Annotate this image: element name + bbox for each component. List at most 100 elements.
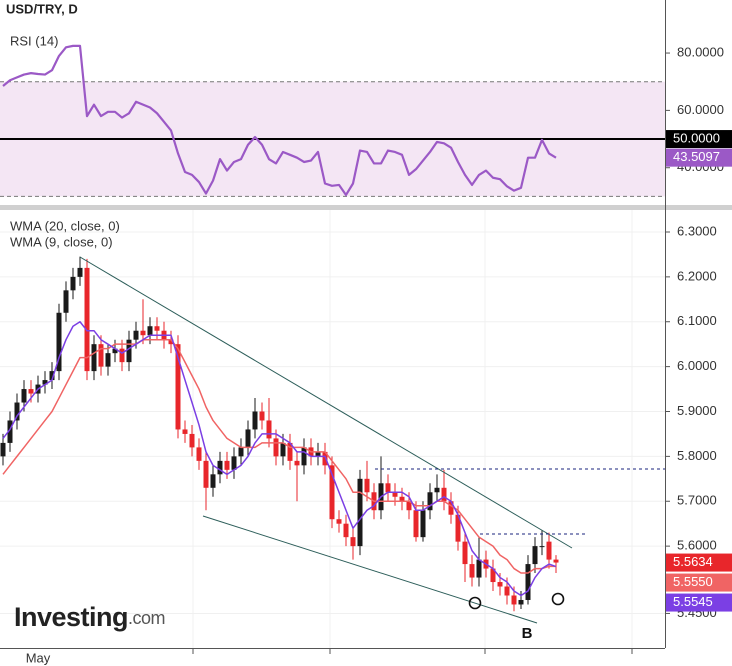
candle-body <box>112 348 118 354</box>
marks: 80.000060.000040.000050.000043.50976.300… <box>0 44 732 665</box>
y-tick-label: 5.6000 <box>677 538 717 553</box>
drawings: B <box>79 256 665 642</box>
logo-brand: Investing.com <box>14 602 165 632</box>
layout <box>192 210 633 648</box>
trend-line <box>79 256 573 549</box>
y-tick-label: 6.2000 <box>677 268 717 283</box>
candle-body <box>140 330 146 336</box>
candle-body <box>7 420 13 443</box>
candle-body <box>329 465 335 520</box>
candle-body <box>280 442 286 457</box>
candle-body <box>259 411 265 421</box>
candle-body <box>210 474 216 488</box>
value-tag-label: 5.5545 <box>673 594 713 609</box>
legend-entry: RSI (14) <box>10 33 58 48</box>
y-tick-label: 5.9000 <box>677 403 717 418</box>
value-tag-label: 43.5097 <box>673 149 720 164</box>
candle-body <box>14 402 20 421</box>
candle-body <box>553 559 559 563</box>
rsi-line <box>2 44 557 197</box>
logo-brand-text: Investing <box>14 602 128 632</box>
candle-body <box>84 267 90 372</box>
candle-body <box>0 442 6 457</box>
candle-body <box>147 326 153 336</box>
candle-body <box>315 451 321 457</box>
y-tick-label: 6.0000 <box>677 358 717 373</box>
legend-entry: WMA (20, close, 0) <box>10 218 120 233</box>
candle-body <box>399 496 405 502</box>
candle-body <box>525 564 531 600</box>
y-tick-label: 6.3000 <box>677 223 717 238</box>
candle-body <box>504 586 510 596</box>
candle-body <box>105 353 111 367</box>
candle-body <box>133 330 139 340</box>
candle-body <box>385 483 391 493</box>
candle-body <box>266 420 272 439</box>
candle-body <box>406 501 412 511</box>
y-tick-label: 6.1000 <box>677 313 717 328</box>
candle-body <box>252 411 258 430</box>
candle-body <box>469 564 475 578</box>
candle-body <box>497 582 503 587</box>
candle-body <box>70 276 76 291</box>
y-tick-label: 5.8000 <box>677 448 717 463</box>
y-tick-label: 60.0000 <box>677 102 724 117</box>
panel-separator <box>0 205 732 210</box>
candle-body <box>455 514 461 542</box>
candle-body <box>98 344 104 367</box>
candle-body <box>49 371 55 381</box>
candle-body <box>238 447 244 457</box>
candle-body <box>336 519 342 524</box>
candle-body <box>532 546 538 565</box>
candle-body <box>273 438 279 457</box>
logo-suffix: .com <box>128 608 165 628</box>
legend-entry: WMA (9, close, 0) <box>10 234 113 249</box>
candle-body <box>413 510 419 538</box>
candle-body <box>119 348 125 363</box>
value-tag-label: 5.5550 <box>673 574 713 589</box>
candle-body <box>196 447 202 461</box>
candle-body <box>322 451 328 466</box>
candle-body <box>420 510 426 538</box>
candle-body <box>350 537 356 547</box>
wma-line <box>2 320 557 597</box>
value-tag <box>666 148 732 167</box>
candle-body <box>427 492 433 511</box>
candle-body <box>546 541 552 560</box>
value-tag <box>666 553 732 572</box>
candle-body <box>77 267 83 277</box>
value-tag <box>666 130 732 149</box>
candle-body <box>91 344 97 372</box>
candle-body <box>231 456 237 470</box>
candle-body <box>364 478 370 493</box>
value-tag <box>666 573 732 592</box>
shoulder-marker <box>551 592 565 606</box>
candle-body <box>42 380 48 385</box>
candle-body <box>245 429 251 448</box>
candle-body <box>294 460 300 466</box>
trend-line <box>202 515 538 624</box>
candle-body <box>357 478 363 547</box>
candle-body <box>182 429 188 434</box>
candle-body <box>518 599 524 605</box>
wma-line <box>2 338 556 574</box>
candle-body <box>511 595 517 605</box>
candle-body <box>392 492 398 497</box>
candle-body <box>175 344 181 430</box>
candle-body <box>217 460 223 475</box>
chart-title: USD/TRY, D <box>6 1 78 16</box>
candle-body <box>441 487 447 502</box>
annotation: B <box>522 625 533 642</box>
value-tag <box>666 593 732 612</box>
y-tick-label: 5.7000 <box>677 493 717 508</box>
candle-body <box>56 312 62 372</box>
candle-body <box>448 501 454 515</box>
candle-body <box>154 326 160 331</box>
candle-body <box>301 447 307 466</box>
candle-body <box>203 460 209 488</box>
candle-body <box>434 487 440 493</box>
candle-body <box>21 389 27 403</box>
candle-body <box>28 389 34 394</box>
